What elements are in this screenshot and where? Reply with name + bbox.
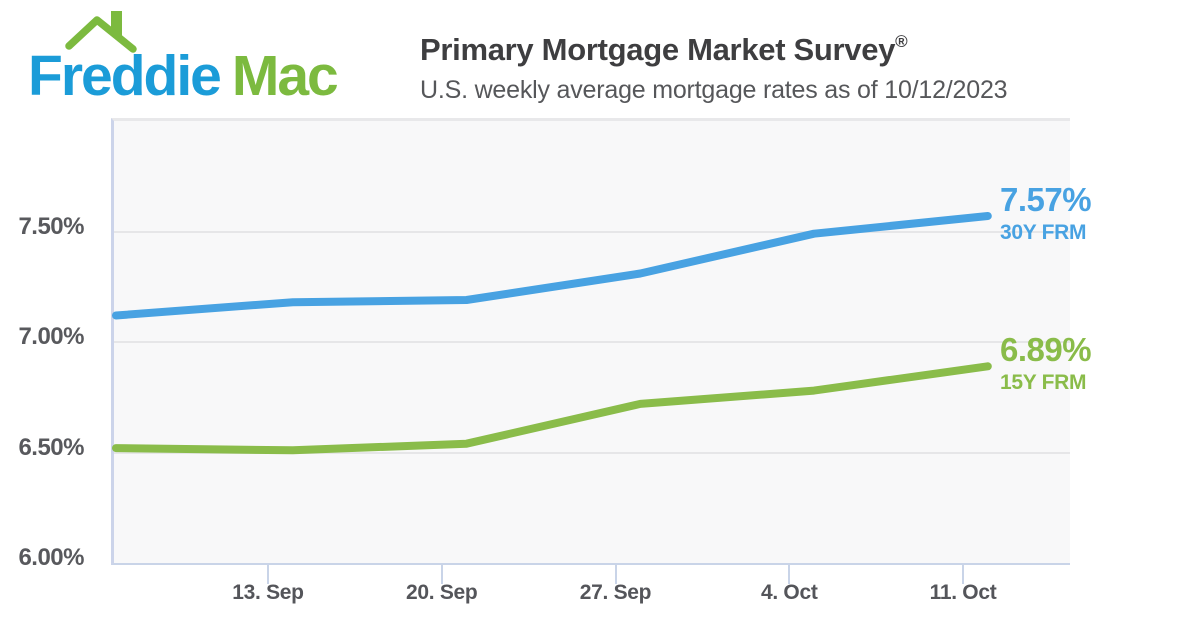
x-axis-label: 27. Sep [579,581,652,604]
x-axis-label: 4. Oct [760,581,818,604]
y-axis-label: 6.00% [18,544,84,571]
y-gridline [114,341,1070,343]
x-axis-tick [962,564,964,584]
x-axis-tick [614,564,617,584]
15y-frm-line[interactable] [112,362,992,455]
x-axis-label: 20. Sep [406,581,478,604]
annotation-15y-value: 6.89% [1000,331,1092,368]
page-title-text: Primary Mortgage Market Survey [420,32,896,67]
x-axis-tick [788,564,791,584]
x-axis-tick [440,564,443,584]
30y-frm-line[interactable] [112,212,992,320]
x-axis-label: 11. Oct [929,581,997,604]
page-subtitle: U.S. weekly average mortgage rates as of… [420,76,1008,104]
annotation-15y-frm: 6.89% 15Y FRM [1000,331,1092,394]
freddie-mac-logo: Freddie Mac [28,48,339,105]
y-axis-label: 7.00% [18,323,84,350]
y-gridline [114,230,1070,233]
freddie-mac-roof-icon [65,11,137,53]
y-gridline [114,451,1070,454]
x-axis-tick [267,564,269,584]
x-axis-label: 13. Sep [232,581,304,604]
logo-word-freddie: Freddie [28,44,222,108]
logo-word-mac: Mac [231,44,339,108]
annotation-30y-frm: 7.57% 30Y FRM [1000,181,1092,244]
annotation-30y-value: 7.57% [1000,181,1092,218]
y-axis-label: 6.50% [18,433,84,461]
annotation-30y-series-label: 30Y FRM [1000,221,1087,244]
registered-trademark-symbol: ® [895,31,908,51]
page-title: Primary Mortgage Market Survey® [420,31,908,68]
annotation-15y-series-label: 15Y FRM [1000,371,1087,394]
y-axis-label: 7.50% [18,212,84,240]
